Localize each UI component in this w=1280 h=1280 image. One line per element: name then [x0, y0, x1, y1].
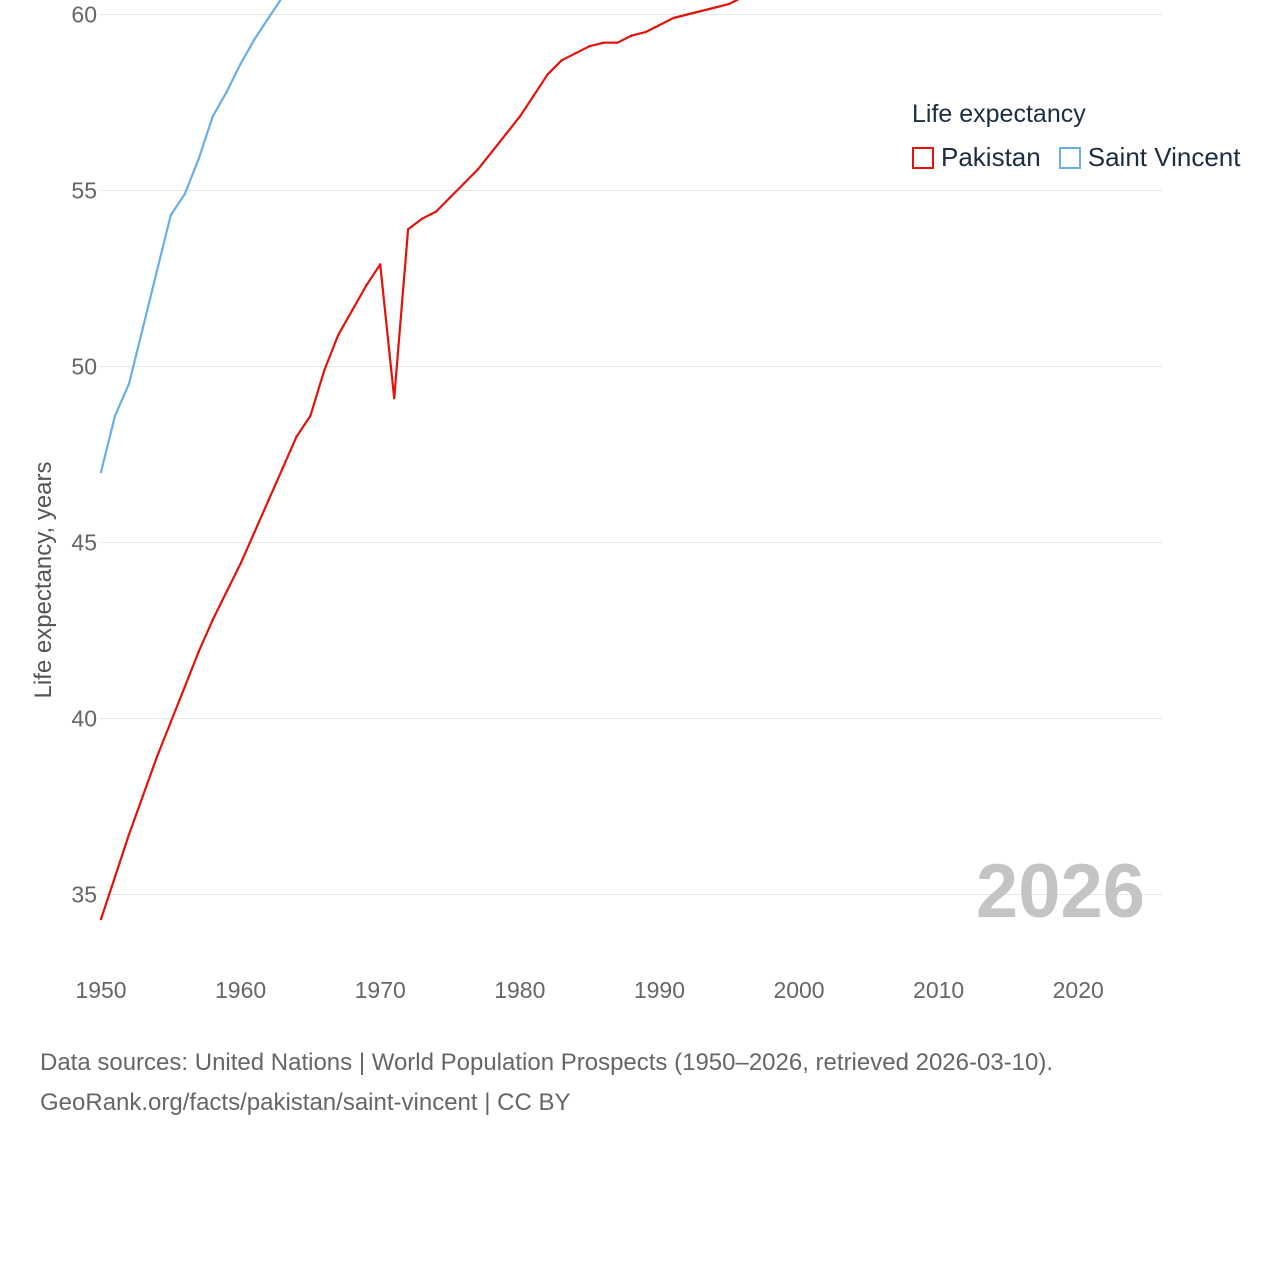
data-point-pakistan-1991	[672, 16, 675, 20]
data-point-pakistan-1975	[448, 196, 452, 199]
data-point-pakistan-1990	[658, 23, 661, 27]
data-point-saint-vincent-1951	[113, 414, 117, 417]
data-point-saint-vincent-1957	[197, 157, 200, 161]
data-point-pakistan-1993	[700, 9, 703, 13]
x-tick-label-2020: 2020	[1053, 977, 1104, 1003]
legend-swatch-saint-vincent	[1058, 146, 1081, 169]
x-tick-label-1980: 1980	[494, 977, 545, 1003]
data-point-pakistan-1970	[379, 263, 382, 266]
data-point-saint-vincent-1959	[225, 90, 228, 94]
series-pakistan	[99, 0, 740, 921]
data-point-pakistan-1955	[169, 720, 173, 724]
y-tick-label-35: 35	[71, 882, 97, 908]
y-tick-label-40: 40	[71, 706, 97, 732]
data-point-saint-vincent-1961	[253, 37, 256, 41]
legend-label-saint-vincent: Saint Vincent	[1087, 142, 1241, 172]
data-point-pakistan-1960	[239, 562, 242, 565]
sources-line-1: Data sources: United Nations | World Pop…	[40, 1049, 1054, 1076]
data-sources: Data sources: United Nations | World Pop…	[40, 1043, 1053, 1123]
data-point-pakistan-1959	[225, 590, 228, 593]
data-point-pakistan-1967	[337, 333, 340, 337]
x-tick-label-2010: 2010	[913, 977, 964, 1003]
series-saint-vincent	[99, 0, 282, 474]
data-point-saint-vincent-1962	[267, 16, 270, 20]
x-tick-label-2000: 2000	[773, 977, 824, 1003]
series-lines	[99, 0, 740, 921]
data-point-pakistan-1972	[406, 228, 410, 231]
data-point-pakistan-1973	[420, 217, 424, 220]
data-point-pakistan-1958	[211, 618, 214, 622]
data-point-pakistan-1950	[99, 917, 103, 921]
data-point-pakistan-1962	[267, 499, 270, 502]
data-point-saint-vincent-1954	[155, 270, 159, 273]
data-point-pakistan-1995	[728, 2, 731, 6]
data-point-pakistan-1951	[113, 875, 117, 879]
x-tick-label-1970: 1970	[355, 977, 406, 1003]
data-point-pakistan-1964	[295, 435, 298, 439]
series-line-saint-vincent	[99, 0, 282, 473]
data-point-pakistan-1974	[434, 210, 438, 213]
data-point-saint-vincent-1953	[141, 326, 145, 329]
legend-item-saint-vincent[interactable]: Saint Vincent	[1058, 142, 1241, 173]
legend: Pakistan Saint Vincent	[912, 142, 1258, 173]
data-point-pakistan-1966	[323, 368, 326, 372]
data-point-pakistan-1989	[644, 30, 647, 34]
data-point-saint-vincent-1952	[127, 382, 131, 386]
legend-swatch-pakistan	[912, 146, 934, 169]
data-point-pakistan-1984	[574, 52, 577, 55]
data-point-pakistan-1980	[518, 115, 522, 118]
data-point-pakistan-1978	[490, 150, 494, 153]
legend-title: Life expectancy	[912, 100, 1086, 128]
y-tick-label-60: 60	[71, 2, 97, 28]
data-point-pakistan-1992	[686, 13, 689, 16]
data-point-pakistan-1977	[476, 168, 480, 171]
data-point-pakistan-1956	[183, 685, 186, 689]
data-point-pakistan-1982	[546, 73, 549, 76]
legend-label-pakistan: Pakistan	[941, 142, 1041, 172]
data-point-pakistan-1981	[532, 94, 535, 97]
data-point-pakistan-1969	[365, 284, 368, 287]
data-point-pakistan-1987	[616, 41, 619, 44]
data-point-pakistan-1986	[602, 41, 605, 44]
data-point-saint-vincent-1956	[183, 192, 186, 196]
data-point-pakistan-1957	[197, 650, 200, 653]
legend-item-pakistan[interactable]: Pakistan	[912, 142, 1041, 173]
data-point-pakistan-1968	[351, 308, 354, 312]
data-point-pakistan-1971	[392, 396, 396, 400]
y-axis-label: Life expectancy, years	[30, 461, 57, 698]
y-tick-label-50: 50	[71, 354, 97, 380]
y-tick-label-45: 45	[71, 530, 97, 556]
data-point-pakistan-1961	[253, 530, 256, 534]
x-tick-label-1960: 1960	[215, 977, 266, 1003]
data-point-pakistan-1963	[281, 467, 284, 470]
data-point-pakistan-1979	[504, 132, 508, 136]
y-tick-label-55: 55	[71, 178, 97, 204]
data-point-pakistan-1994	[714, 6, 717, 9]
data-point-pakistan-1965	[309, 414, 312, 417]
data-point-saint-vincent-1960	[239, 62, 242, 65]
data-point-pakistan-1953	[141, 794, 145, 798]
year-watermark: 2026	[975, 849, 1145, 934]
data-point-saint-vincent-1958	[211, 115, 214, 118]
y-axis-ticks: 3540455055606570	[71, 2, 97, 908]
data-point-pakistan-1985	[588, 44, 591, 48]
data-point-pakistan-1988	[630, 34, 633, 37]
data-point-pakistan-1976	[462, 182, 466, 185]
x-tick-label-1950: 1950	[75, 977, 126, 1003]
x-tick-label-1990: 1990	[634, 977, 685, 1003]
gridlines	[101, 14, 1162, 895]
data-point-pakistan-1954	[155, 756, 159, 759]
data-point-saint-vincent-1955	[169, 213, 173, 217]
data-point-saint-vincent-1950	[99, 470, 103, 474]
x-axis-ticks: 1950 1960 1970 1980 1990 2000 2010 2020	[75, 977, 1103, 1003]
data-point-pakistan-1952	[127, 833, 131, 836]
sources-line-2[interactable]: GeoRank.org/facts/pakistan/saint-vincent…	[40, 1089, 571, 1116]
series-line-pakistan	[99, 0, 740, 920]
data-point-pakistan-1983	[560, 59, 563, 62]
